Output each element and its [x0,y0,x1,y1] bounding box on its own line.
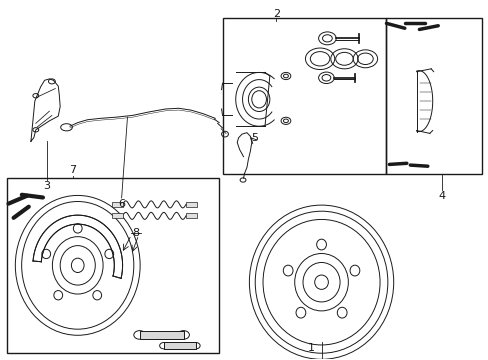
Bar [163,342,195,349]
Bar [140,330,183,339]
Bar [222,18,385,174]
Text: 7: 7 [69,165,76,175]
Text: 6: 6 [118,199,125,210]
Text: 3: 3 [43,181,50,192]
Bar [6,178,218,353]
Text: 8: 8 [132,228,140,238]
Text: 4: 4 [438,191,445,201]
Text: 5: 5 [250,133,257,143]
Bar [112,202,122,207]
Bar [185,213,196,219]
Bar [185,202,196,207]
Text: 1: 1 [307,343,315,353]
Bar [385,18,482,174]
Text: 2: 2 [272,9,279,19]
Bar [112,213,122,219]
